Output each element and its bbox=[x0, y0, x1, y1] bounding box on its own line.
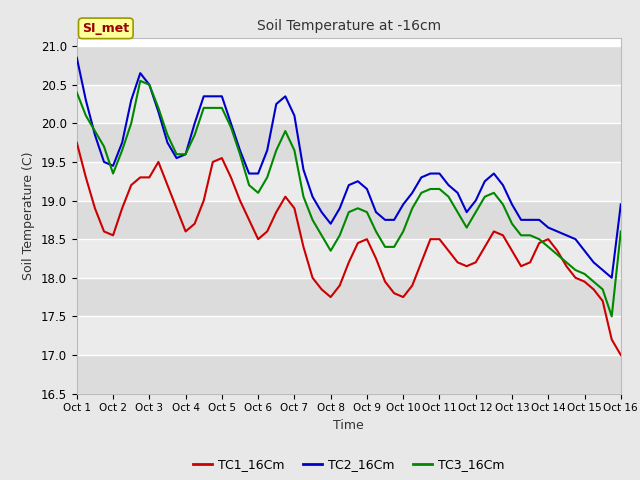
Bar bbox=[77, 239, 621, 278]
Y-axis label: Soil Temperature (C): Soil Temperature (C) bbox=[22, 152, 35, 280]
Bar bbox=[77, 355, 621, 394]
X-axis label: Time: Time bbox=[333, 419, 364, 432]
Bar bbox=[77, 316, 621, 355]
Bar bbox=[77, 123, 621, 162]
Title: Soil Temperature at -16cm: Soil Temperature at -16cm bbox=[257, 19, 441, 33]
Legend: TC1_16Cm, TC2_16Cm, TC3_16Cm: TC1_16Cm, TC2_16Cm, TC3_16Cm bbox=[188, 453, 510, 476]
Text: SI_met: SI_met bbox=[82, 22, 129, 35]
Bar bbox=[77, 46, 621, 85]
Bar bbox=[77, 162, 621, 201]
Bar bbox=[77, 85, 621, 123]
Bar bbox=[77, 278, 621, 316]
Bar bbox=[77, 201, 621, 239]
